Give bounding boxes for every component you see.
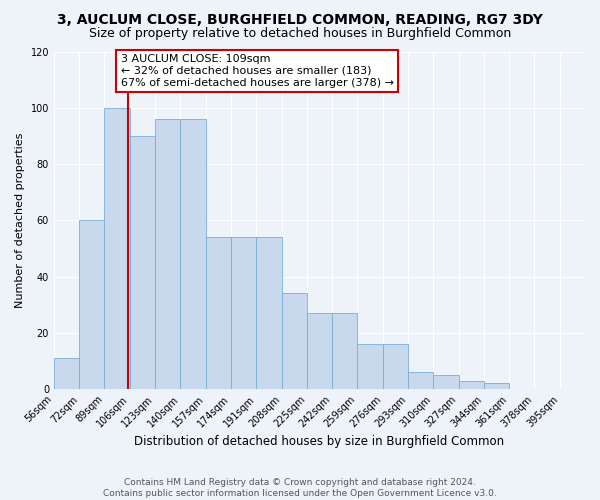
Bar (54, 358, 79, 389)
Bar (383, 344, 408, 389)
X-axis label: Distribution of detached houses by size in Burghfield Common: Distribution of detached houses by size … (134, 434, 505, 448)
Bar (332, 313, 358, 389)
Bar (408, 372, 433, 389)
Bar (181, 119, 206, 389)
Text: 3 AUCLUM CLOSE: 109sqm
← 32% of detached houses are smaller (183)
67% of semi-de: 3 AUCLUM CLOSE: 109sqm ← 32% of detached… (121, 54, 394, 88)
Bar (104, 108, 130, 389)
Bar (458, 380, 484, 389)
Bar (256, 237, 281, 389)
Bar (433, 375, 458, 389)
Bar (281, 294, 307, 389)
Bar (155, 119, 181, 389)
Text: Contains HM Land Registry data © Crown copyright and database right 2024.
Contai: Contains HM Land Registry data © Crown c… (103, 478, 497, 498)
Bar (206, 237, 231, 389)
Text: 3, AUCLUM CLOSE, BURGHFIELD COMMON, READING, RG7 3DY: 3, AUCLUM CLOSE, BURGHFIELD COMMON, READ… (57, 12, 543, 26)
Bar (231, 237, 256, 389)
Bar (307, 313, 332, 389)
Bar (358, 344, 383, 389)
Bar (585, 384, 600, 389)
Bar (130, 136, 155, 389)
Bar (79, 220, 104, 389)
Y-axis label: Number of detached properties: Number of detached properties (15, 132, 25, 308)
Bar (484, 384, 509, 389)
Text: Size of property relative to detached houses in Burghfield Common: Size of property relative to detached ho… (89, 28, 511, 40)
